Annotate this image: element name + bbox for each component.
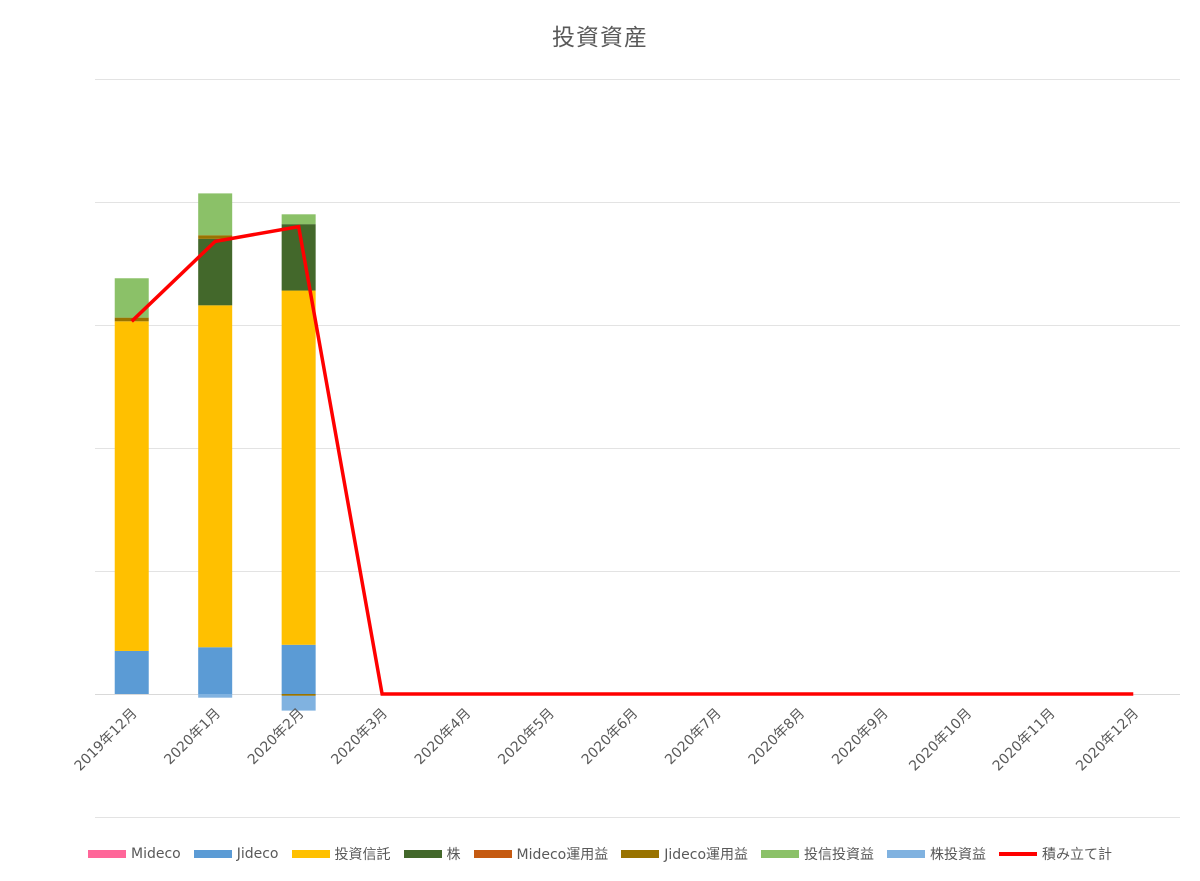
x-tick-label: 2020年3月 xyxy=(328,706,391,769)
x-tick-label: 2020年7月 xyxy=(662,706,725,769)
legend-label: 投資信託 xyxy=(334,847,391,863)
legend-label: Mideco運用益 xyxy=(516,847,609,863)
legend-item: 積み立て計 xyxy=(999,844,1112,864)
bar-segment xyxy=(281,644,316,694)
legend-label: 投信投資益 xyxy=(804,847,875,863)
bar-segment xyxy=(198,235,233,239)
legend-label: Mideco xyxy=(130,846,181,862)
legend-swatch xyxy=(87,850,126,858)
legend-item: Mideco xyxy=(87,846,181,862)
bar-segment xyxy=(114,321,149,651)
chart-plot: 2019年12月 2020年1月 2020年2月 2020年3月 2020年4月 2020… xyxy=(72,79,1180,818)
bar-segment xyxy=(198,238,233,306)
legend-label: Jideco xyxy=(236,846,279,862)
x-axis-ticks: 2019年12月 2020年1月 2020年2月 2020年3月 2020年4月 2020… xyxy=(72,706,1142,775)
bar-segment xyxy=(281,214,316,225)
x-tick-label: 2020年9月 xyxy=(829,706,892,769)
x-tick-label: 2020年12月 xyxy=(1073,706,1142,775)
bar-segment xyxy=(198,193,233,236)
x-tick-label: 2020年2月 xyxy=(245,706,308,769)
x-tick-label: 2020年10月 xyxy=(906,706,975,775)
bar-segment xyxy=(114,650,149,694)
gridlines xyxy=(95,79,1180,818)
legend-item: 株 xyxy=(403,844,461,864)
bar-layer xyxy=(114,193,316,711)
legend-item: 投資信託 xyxy=(291,844,391,864)
legend-swatch xyxy=(621,850,660,858)
x-tick-label: 2020年4月 xyxy=(412,706,475,769)
bar-segment xyxy=(281,290,316,645)
x-tick-label: 2020年6月 xyxy=(579,706,642,769)
x-tick-label: 2020年5月 xyxy=(495,706,558,769)
legend-swatch xyxy=(887,850,926,858)
legend-swatch xyxy=(473,850,512,858)
x-tick-label: 2020年1月 xyxy=(161,706,224,769)
legend-swatch xyxy=(403,850,442,858)
line-layer xyxy=(130,224,1134,696)
x-tick-label: 2020年11月 xyxy=(990,706,1059,775)
legend-item: Mideco運用益 xyxy=(473,844,609,864)
chart-title: 投資資産 xyxy=(552,25,648,51)
bar-segment xyxy=(198,647,233,694)
bar-segment xyxy=(198,305,233,648)
legend-label: 株 xyxy=(446,847,461,863)
legend: Mideco Jideco 投資信託 株 Mideco運用益 Jideco運用益 投信投資益… xyxy=(0,842,1200,866)
bar-segment xyxy=(281,695,316,711)
legend-swatch xyxy=(999,852,1038,856)
legend-item: 株投資益 xyxy=(887,844,986,864)
legend-label: 株投資益 xyxy=(930,847,987,863)
legend-swatch xyxy=(761,850,800,858)
legend-label: Jideco運用益 xyxy=(664,847,749,863)
bar-segment xyxy=(198,694,233,698)
legend-swatch xyxy=(291,850,330,858)
x-tick-label: 2020年8月 xyxy=(746,706,809,769)
x-tick-label: 2019年12月 xyxy=(72,706,141,775)
series-line xyxy=(130,224,1134,696)
legend-label: 積み立て計 xyxy=(1042,847,1113,863)
legend-item: Jideco運用益 xyxy=(621,844,748,864)
bar-segment xyxy=(281,694,316,696)
legend-item: Jideco xyxy=(193,846,279,862)
legend-swatch xyxy=(193,850,232,858)
legend-item: 投信投資益 xyxy=(761,844,874,864)
